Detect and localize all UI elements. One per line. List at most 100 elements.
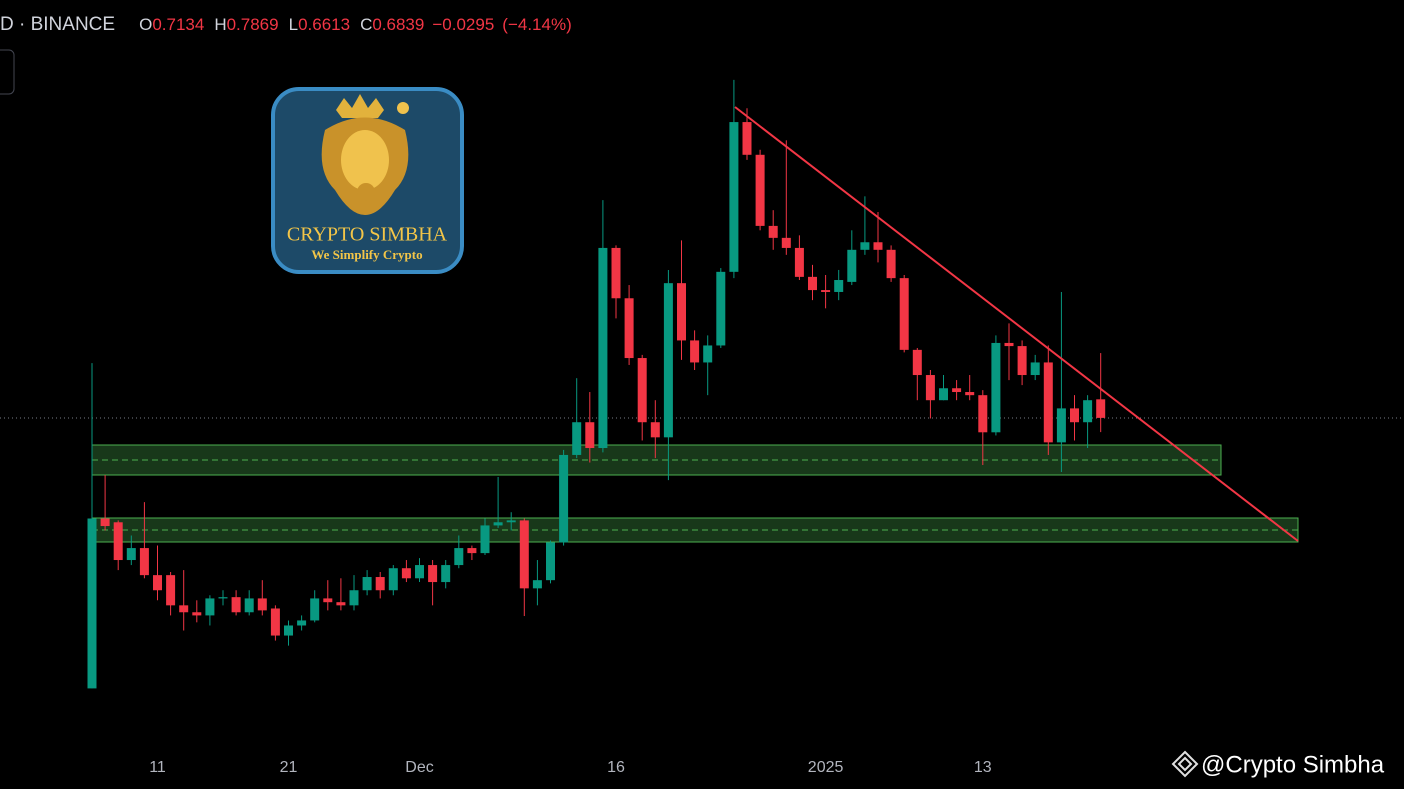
symbol: D · BINANCE [0,14,116,35]
candle-body [546,542,555,581]
candle-body [231,597,241,613]
candle-body [166,575,176,606]
candle-body [297,620,307,626]
candle-body [1070,408,1079,423]
candle-body [375,577,385,591]
candle-body [388,568,398,591]
candle-body [677,283,686,341]
candle-body [218,597,228,599]
candle-body [467,548,477,554]
candle-body [624,298,634,359]
change: −0.0295 [432,15,495,34]
candle-body [257,598,267,611]
candle-body [860,242,870,250]
candle-body [401,568,411,579]
logo-subtitle: We Simplify Crypto [311,247,422,262]
change-percent: (−4.14%) [502,15,572,34]
candle-body [939,388,948,401]
candle-body [415,565,424,579]
candle-body [899,278,909,350]
candle-body [336,602,346,606]
candle-body [1083,400,1093,423]
candle-body [952,388,962,393]
ohlc-label: L [288,15,299,34]
x-axis: 11 21 Dec 16 2025 13 [149,759,992,776]
candle-body [912,349,922,376]
candle-body [454,548,464,566]
candle-body [244,598,254,613]
candle-body [532,580,542,589]
candle-body [729,122,739,272]
x-tick-label: 13 [974,759,992,776]
candle-body [925,375,935,401]
ohlc-value: 0.6839 [372,15,425,34]
candle-body [87,518,97,689]
candle-body [794,247,804,277]
candle-body [703,345,713,363]
candle-body [1030,362,1040,376]
candle-body [1017,346,1027,376]
trendline [734,106,1299,542]
candle-body [873,242,883,250]
candle-body [441,565,451,583]
side-button[interactable] [0,49,15,95]
candle-body [139,548,149,576]
candle-body [362,577,372,591]
candle-body [650,422,660,438]
candle-body [126,548,136,561]
candle-body [742,122,752,155]
candle-body [585,422,595,449]
candle-body [519,520,529,589]
x-tick-label: 16 [607,759,625,776]
candle-body [100,518,110,527]
candle-body [192,612,202,616]
logo: CRYPTO SIMBHA We Simplify Crypto [271,87,464,274]
ohlc-value: 0.7134 [152,15,205,34]
candle-body [821,290,831,292]
ohlc-label: H [214,15,227,34]
candle-body [847,249,857,282]
x-tick-label: Dec [405,759,433,776]
candle-body [886,249,896,279]
candle-body [310,598,320,621]
candle-body [991,342,1001,433]
candle-body [493,522,503,526]
candle-body [270,608,280,636]
x-tick-label: 11 [149,759,166,776]
candle-body [978,395,988,433]
candle-body [808,276,817,291]
candle-body [113,522,123,561]
candle-body [572,422,582,455]
candle-body [1096,399,1106,418]
candle-body [768,225,778,238]
candle-body [690,340,700,363]
candle-body [480,525,490,554]
x-tick-label: 2025 [808,759,844,776]
ohlc-value: 0.6613 [298,15,351,34]
candle-body [559,454,569,543]
candle-body [598,247,608,449]
header: D · BINANCE O 0.7134 H 0.7869 L 0.6613 C 0.6… [0,12,572,38]
candle-body [965,392,975,396]
candle-body [1043,362,1053,443]
candle-body [1056,408,1066,443]
candle-body [637,358,647,423]
candle-body [716,271,726,346]
watermark-text: @Crypto Simbha [1201,751,1385,778]
candle-body [153,575,162,591]
candle-body [781,237,791,248]
candle-body [506,520,516,523]
watermark: @Crypto Simbha [1171,750,1385,778]
candle-body [834,280,844,292]
candle-body [323,598,333,603]
candle-body [663,283,673,438]
candle-body [179,605,189,613]
logo-title: CRYPTO SIMBHA [287,224,448,246]
ohlc-label: O [139,15,153,34]
candle-body [1004,342,1014,347]
x-tick-label: 21 [280,759,298,776]
candle-body [428,565,438,583]
ohlc-label: C [360,15,373,34]
